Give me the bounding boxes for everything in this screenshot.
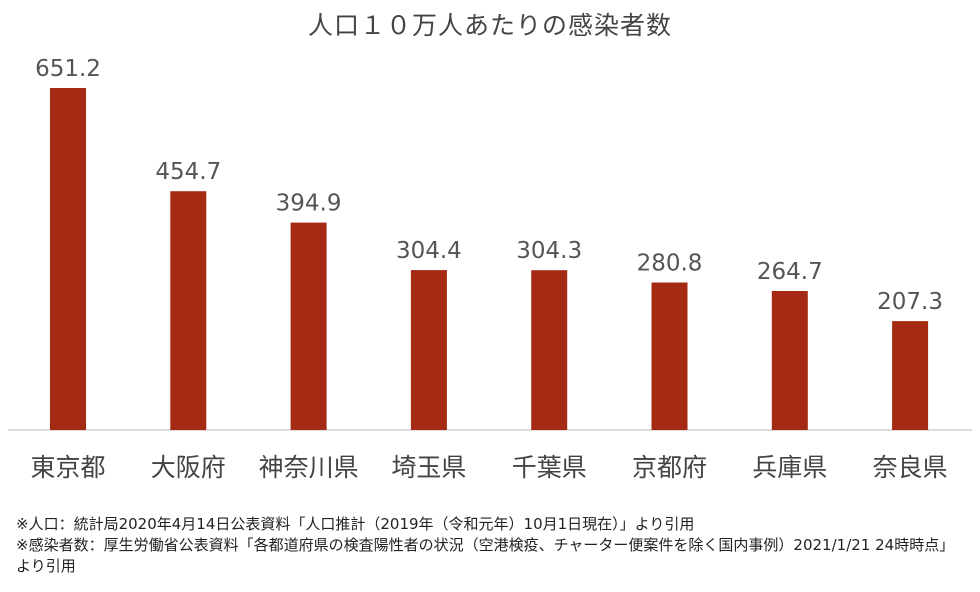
value-label-3: 304.4 bbox=[396, 238, 462, 264]
category-label-4: 千葉県 bbox=[512, 453, 587, 482]
chart-title: 人口１０万人あたりの感染者数 bbox=[307, 11, 672, 40]
value-label-2: 394.9 bbox=[276, 191, 342, 217]
category-label-1: 大阪府 bbox=[151, 453, 226, 482]
bar-5 bbox=[651, 282, 688, 430]
value-label-1: 454.7 bbox=[155, 159, 221, 185]
bar-1 bbox=[170, 191, 207, 430]
bar-chart: 651.2 454.7 394.9 304.4 304.3 280.8 264.7 207.3… bbox=[8, 56, 972, 482]
note-population-source: ※人口：統計局2020年4月14日公表資料「人口推計（2019年（令和元年）10… bbox=[16, 515, 695, 533]
bar-0 bbox=[50, 88, 86, 430]
note-infection-source: ※感染者数：厚生労働省公表資料「各都道府県の検査陽性者の状況（空港検疫、チャータ… bbox=[16, 536, 955, 575]
category-label-5: 京都府 bbox=[632, 453, 707, 482]
category-label-0: 東京都 bbox=[30, 453, 105, 482]
value-label-6: 264.7 bbox=[757, 259, 823, 285]
category-label-7: 奈良県 bbox=[873, 453, 948, 482]
value-label-0: 651.2 bbox=[35, 56, 101, 82]
category-label-3: 埼玉県 bbox=[391, 453, 466, 482]
bar-7 bbox=[892, 321, 929, 430]
source-notes: ※人口：統計局2020年4月14日公表資料「人口推計（2019年（令和元年）10… bbox=[16, 514, 966, 577]
category-label-6: 兵庫県 bbox=[752, 453, 827, 482]
bar-3 bbox=[410, 270, 447, 430]
value-label-4: 304.3 bbox=[516, 238, 582, 264]
value-label-5: 280.8 bbox=[637, 251, 703, 277]
category-label-2: 神奈川県 bbox=[259, 453, 359, 482]
value-label-7: 207.3 bbox=[877, 289, 943, 315]
bar-6 bbox=[771, 291, 808, 430]
bar-4 bbox=[531, 270, 568, 430]
bar-2 bbox=[290, 222, 327, 430]
